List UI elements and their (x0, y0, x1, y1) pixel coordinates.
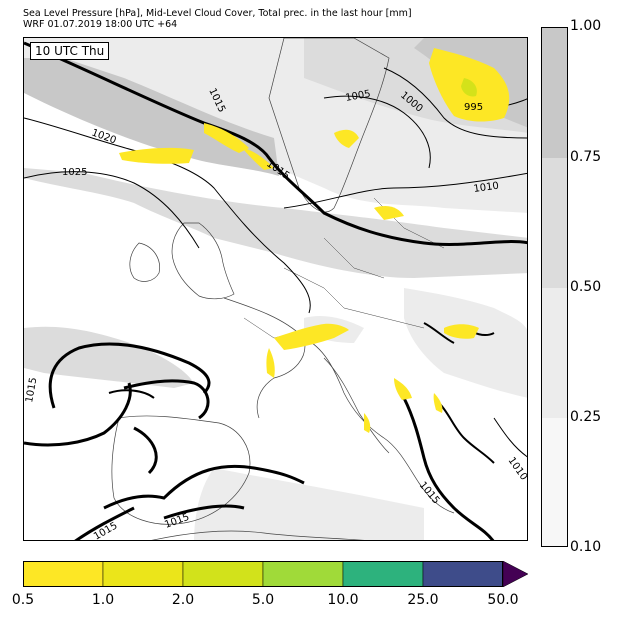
precip-colorbar-segment (422, 560, 504, 588)
precip-cell (119, 147, 194, 164)
isobar-label: 1015 (163, 512, 191, 531)
isobar-1010 (283, 172, 527, 209)
precip-colorbar-segment (342, 560, 424, 588)
coastline-ireland (129, 242, 160, 282)
cloud-colorbar-tick: 0.50 (570, 279, 602, 295)
precip-colorbar-tick: 2.0 (171, 592, 195, 608)
precipitation-layer (119, 48, 510, 433)
coastline-british-isles (171, 222, 235, 300)
precip-colorbar-tick: 25.0 (407, 592, 439, 608)
precip-cell (204, 123, 249, 153)
isobar-1015-south (74, 504, 245, 540)
cloud-cover-area (404, 288, 527, 398)
chart-subtitle: WRF 01.07.2019 18:00 UTC +64 (23, 19, 178, 30)
coastline-north-africa (151, 530, 365, 540)
coastline-scandinavia (268, 38, 390, 213)
cloud-cover-area (24, 168, 527, 278)
isobar-label: 1015 (24, 377, 39, 404)
precip-cell (394, 378, 412, 400)
cloud-colorbar-tick: 0.10 (570, 539, 602, 555)
precipitation-colorbar (22, 560, 529, 588)
precip-cell (364, 413, 371, 433)
isobar-1005 (323, 95, 431, 169)
isobar-1020 (24, 117, 311, 314)
precip-cell (274, 323, 349, 350)
precip-cell (374, 205, 404, 220)
isobar-1010-east (493, 417, 527, 458)
isobar-1025 (24, 171, 200, 249)
isobar-1000 (383, 67, 527, 139)
isobar-label: 1010 (506, 455, 528, 482)
isobar-label: 995 (464, 102, 483, 113)
precip-cell (461, 78, 477, 97)
cloud-cover-area (24, 58, 279, 176)
isobar-label: 1025 (62, 167, 87, 178)
isobar-layer (24, 41, 527, 540)
chart-title: Sea Level Pressure [hPa], Mid-Level Clou… (23, 8, 412, 19)
precip-colorbar-tick: 10.0 (327, 592, 359, 608)
precip-colorbar-tick: 1.0 (91, 592, 115, 608)
precip-colorbar-segment (262, 560, 344, 588)
map-canvas: 1015 1020 1025 1015 1005 1000 995 1010 1… (24, 38, 528, 540)
cloud-colorbar-segment (542, 418, 567, 546)
cloud-colorbar-tick: 1.00 (570, 18, 602, 34)
cloud-cover-colorbar (541, 27, 568, 547)
isobar-label: 1010 (473, 181, 500, 195)
cloud-colorbar-segment (542, 28, 567, 158)
isobar-1015-west (48, 342, 211, 409)
precip-colorbar-segment (182, 560, 264, 588)
cloud-colorbar-segment (542, 288, 567, 418)
cloud-colorbar-tick: 0.75 (570, 149, 602, 165)
precip-cell (244, 148, 274, 170)
isobar-1015-north (24, 41, 527, 246)
precipitation-colorbar-canvas (22, 560, 529, 588)
precip-cell (444, 324, 479, 339)
isobar-label: 1005 (345, 89, 372, 104)
precip-cell (334, 129, 359, 148)
isobar-1015-balkans (402, 397, 495, 540)
precip-colorbar-tick: 5.0 (251, 592, 275, 608)
cloud-cover-area (24, 326, 194, 388)
precip-colorbar-segment (22, 560, 104, 588)
cloud-colorbar-segment (542, 158, 567, 288)
isobar-1015-west-closed (108, 389, 155, 399)
precip-colorbar-tick: 50.0 (487, 592, 519, 608)
coastline-italy (323, 357, 390, 454)
precip-cell (266, 348, 275, 378)
precip-colorbar-tick: 0.5 (11, 592, 35, 608)
isobar-label: 1015 (417, 480, 442, 507)
precip-cell (433, 393, 443, 413)
isobar-1015-iberia (103, 379, 305, 510)
cloud-cover-area (194, 468, 424, 540)
precip-colorbar-extend-arrow (502, 560, 529, 588)
valid-time-label: 10 UTC Thu (30, 42, 110, 60)
isobar-1015-west-outer (24, 382, 132, 447)
precip-colorbar-outline (23, 561, 503, 587)
cloud-colorbar-tick: 0.25 (570, 409, 602, 425)
map-panel: 1015 1020 1025 1015 1005 1000 995 1010 1… (23, 37, 528, 541)
precip-colorbar-segment (102, 560, 184, 588)
